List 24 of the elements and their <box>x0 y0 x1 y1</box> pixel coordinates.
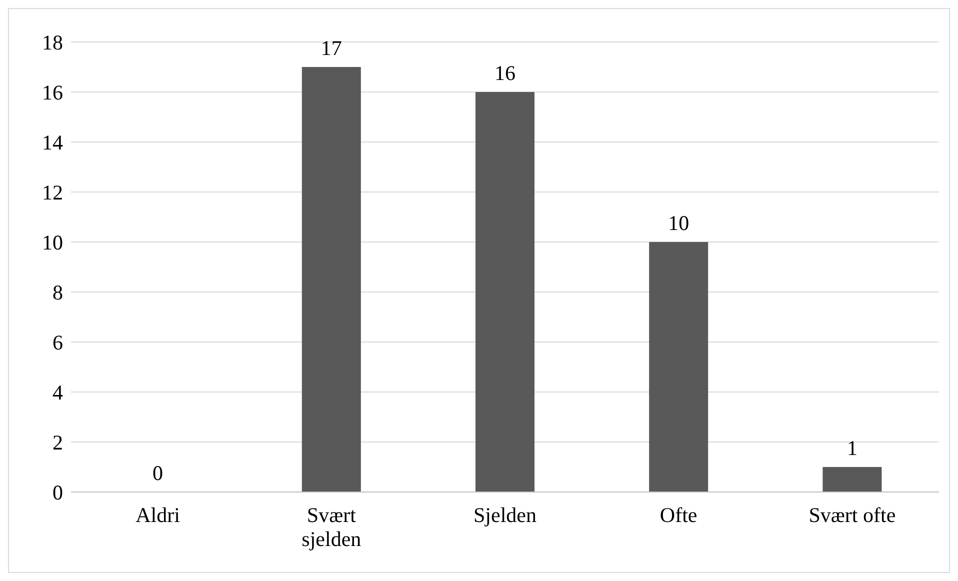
y-tick-label: 12 <box>42 180 63 204</box>
x-tick-label: Ofte <box>660 503 698 527</box>
x-tick-label: Svært sjelden <box>302 503 362 551</box>
data-label: 17 <box>320 36 342 60</box>
data-label: 16 <box>494 61 516 85</box>
x-tick-label: Svært ofte <box>808 503 896 527</box>
y-tick-label: 6 <box>52 330 63 354</box>
x-tick-label: Aldri <box>136 503 180 527</box>
y-tick-label: 8 <box>52 280 63 304</box>
y-tick-label: 16 <box>42 80 63 104</box>
x-tick-label: Sjelden <box>474 503 537 527</box>
data-label: 10 <box>668 211 690 235</box>
bar <box>822 467 882 492</box>
y-tick-label: 2 <box>52 430 63 454</box>
y-tick-label: 4 <box>52 380 64 404</box>
y-tick-label: 18 <box>42 30 63 54</box>
data-label: 1 <box>846 436 858 460</box>
bar <box>302 67 361 492</box>
data-label: 0 <box>152 461 164 485</box>
y-tick-label: 0 <box>52 480 63 504</box>
bar <box>649 242 708 492</box>
y-tick-label: 14 <box>42 130 64 154</box>
bar <box>475 92 534 492</box>
y-tick-label: 10 <box>42 230 63 254</box>
